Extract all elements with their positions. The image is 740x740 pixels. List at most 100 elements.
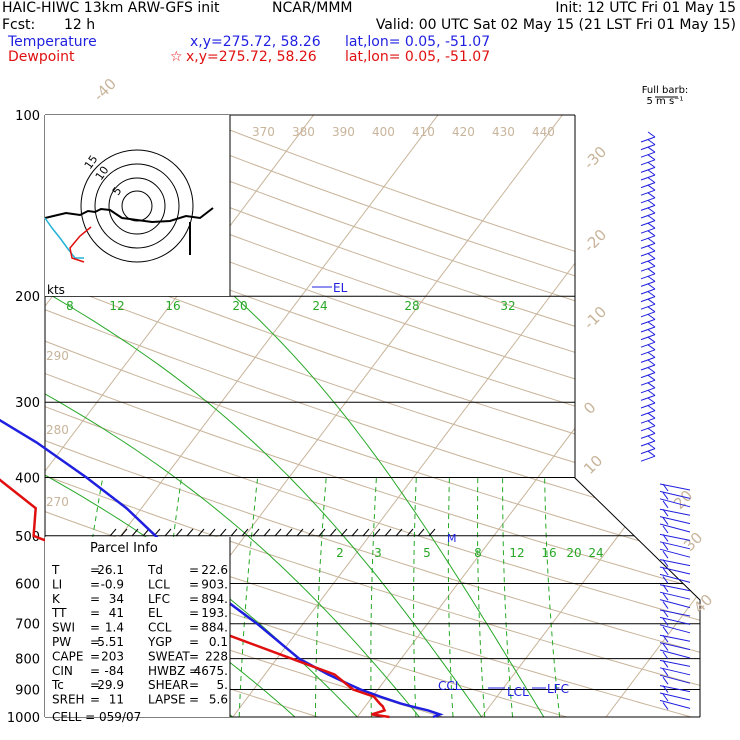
wind-barb-flag	[647, 199, 656, 206]
freezing-tick	[406, 528, 414, 537]
wind-barb-flag	[662, 618, 669, 626]
wind-barb	[640, 326, 656, 333]
mixing-ratio-label: 24	[312, 299, 327, 313]
pressure-label: 400	[15, 471, 40, 486]
wind-barb-flag	[662, 500, 669, 509]
wind-barb	[659, 699, 691, 709]
pressure-label: 1000	[7, 711, 40, 726]
freezing-tick	[318, 528, 326, 537]
wind-barb-flag	[662, 550, 669, 559]
wind-barb-flag	[647, 215, 656, 222]
plot-header: HAIC-HIWC 13km ARW-GFS init NCAR/MMM Ini…	[0, 0, 740, 70]
theta-label: 430	[492, 125, 515, 139]
wind-barb-flag	[647, 321, 656, 328]
dry-adiabat-line	[45, 115, 443, 717]
parcel-value: 34	[109, 592, 124, 606]
freezing-tick	[186, 528, 194, 537]
org-label: NCAR/MMM	[272, 0, 353, 16]
wind-barb	[640, 166, 656, 173]
wind-barb	[640, 250, 656, 257]
parcel-info-background	[45, 537, 230, 717]
wind-barb	[659, 659, 691, 667]
wind-barb-flag	[647, 397, 656, 404]
wind-barb-flag	[647, 169, 656, 176]
wind-barb	[640, 394, 656, 401]
parcel-eq: =	[90, 693, 100, 707]
wind-barb-flag	[647, 420, 656, 427]
pressure-label: 100	[15, 109, 40, 124]
parcel-eq: =	[189, 563, 199, 577]
wind-barb	[640, 372, 656, 379]
freezing-tick	[109, 528, 117, 537]
parcel-key: CIN	[52, 664, 73, 678]
wind-barb	[640, 311, 656, 318]
wind-barb-flag	[647, 146, 656, 153]
freezing-tick	[384, 528, 392, 537]
wind-barb	[640, 182, 656, 189]
dry-adiabat-line	[45, 115, 700, 717]
freezing-tick	[164, 528, 172, 537]
model-title: HAIC-HIWC 13km ARW-GFS init	[2, 0, 220, 16]
hodograph-ring	[108, 177, 166, 235]
wind-barb	[640, 242, 656, 249]
wind-barb	[659, 616, 691, 625]
wind-barb-flag	[647, 435, 656, 442]
wind-barb-flag	[647, 351, 656, 358]
hodograph-trace	[44, 207, 214, 224]
wind-barb-flag	[662, 492, 669, 500]
wind-barb	[640, 417, 656, 424]
wind-barb	[640, 356, 656, 363]
hodograph-units-label: kts	[47, 283, 65, 297]
parcel-key: YGP	[147, 635, 172, 649]
parcel-value: 193.	[201, 606, 228, 620]
cell-label: CELL = 059/07	[52, 710, 141, 724]
freezing-tick	[395, 528, 403, 537]
valid-time: Valid: 00 UTC Sat 02 May 15 (21 LST Fri …	[375, 17, 736, 33]
wind-barb-flag	[647, 291, 656, 298]
parcel-eq: =	[90, 635, 100, 649]
wind-barb	[659, 533, 691, 541]
wind-barb	[659, 591, 691, 600]
wind-barb	[659, 584, 691, 592]
parcel-eq: =	[189, 606, 199, 620]
wind-barb	[640, 402, 656, 409]
wind-barb-flag	[647, 306, 656, 313]
wind-barb-flag	[647, 275, 656, 282]
dewpoint-profile	[0, 478, 390, 719]
parcel-eq: =	[90, 664, 100, 678]
ccl-label: CCL	[438, 679, 462, 693]
mixing-ratio-label: 8	[66, 299, 74, 313]
wind-barb	[640, 440, 656, 447]
wind-barb	[640, 410, 656, 417]
parcel-key: SWI	[52, 621, 75, 635]
wind-barb	[659, 490, 691, 499]
parcel-eq: =	[189, 577, 199, 591]
isotherm-line	[481, 115, 700, 717]
wind-barb-flag	[647, 359, 656, 366]
wind-barb-flag	[647, 161, 656, 168]
parcel-eq: =	[90, 678, 100, 692]
mixing-ratio-label: 20	[232, 299, 247, 313]
freezing-tick	[263, 528, 271, 537]
mixing-ratio-label: 8	[474, 546, 482, 560]
dry-adiabat-line	[45, 115, 700, 717]
wind-barb-flag	[662, 643, 669, 651]
wind-barb-flag	[662, 559, 669, 567]
wind-barb-flag	[647, 443, 656, 450]
wind-barb	[640, 144, 656, 151]
freezing-tick	[175, 528, 183, 537]
wind-barb-flag	[662, 702, 669, 710]
wind-barb	[640, 455, 656, 462]
wind-barb	[640, 432, 656, 439]
isotherm-line	[45, 115, 314, 717]
isotherm-line	[232, 115, 688, 717]
parcel-info-title: Parcel Info	[90, 541, 158, 556]
freezing-tick	[307, 528, 315, 537]
wind-barb-flag	[647, 177, 656, 184]
parcel-key: LI	[52, 577, 62, 591]
barb-scale-label: Full barb:	[642, 85, 689, 96]
parcel-value: 903.	[201, 577, 228, 591]
freezing-tick	[208, 528, 216, 537]
temperature-legend: Temperature	[8, 34, 97, 50]
